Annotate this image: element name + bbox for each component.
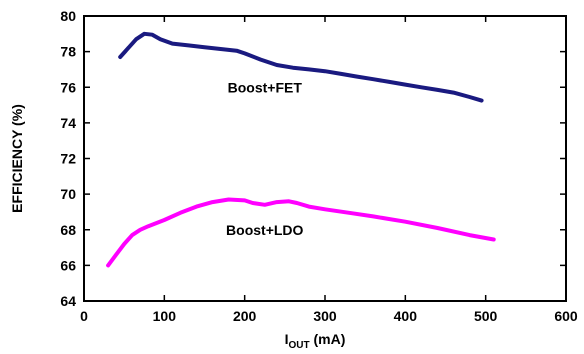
data-point xyxy=(263,204,266,206)
y-tick-label: 64 xyxy=(60,293,76,309)
y-tick-label: 72 xyxy=(60,151,76,167)
data-point xyxy=(131,234,133,236)
data-point xyxy=(179,212,182,214)
y-tick-label: 78 xyxy=(60,44,76,60)
x-tick-label: 300 xyxy=(313,308,337,324)
data-point xyxy=(159,38,162,40)
data-point xyxy=(468,234,471,236)
data-point xyxy=(452,91,455,94)
data-point xyxy=(480,99,483,102)
data-point xyxy=(227,198,230,201)
x-axis-title-main: I xyxy=(285,331,289,347)
x-tick-label: 200 xyxy=(233,308,257,324)
data-point xyxy=(107,264,109,267)
x-tick-label: 600 xyxy=(554,308,578,324)
plot-frame xyxy=(83,15,567,302)
y-tick-label: 68 xyxy=(60,222,76,238)
x-axis-ticks: 0 100 200 300 400 500 600 xyxy=(80,16,578,324)
data-point xyxy=(276,64,278,66)
data-point xyxy=(388,81,391,83)
y-tick-label: 74 xyxy=(60,115,76,131)
x-tick-label: 0 xyxy=(80,308,88,324)
series-label-1: Boost+FET xyxy=(228,79,303,95)
data-point xyxy=(324,208,326,211)
data-point xyxy=(292,66,294,69)
data-point xyxy=(139,228,142,231)
y-tick-label: 66 xyxy=(60,257,76,273)
data-point xyxy=(211,201,214,203)
data-point xyxy=(171,42,174,45)
y-tick-label: 80 xyxy=(60,8,76,24)
data-point xyxy=(288,200,290,203)
x-tick-label: 500 xyxy=(474,308,498,324)
data-point xyxy=(308,205,310,208)
data-point xyxy=(127,47,129,49)
y-axis-title: EFFICIENCY (%) xyxy=(9,104,25,213)
data-point xyxy=(276,201,278,203)
data-point xyxy=(123,243,125,245)
data-point xyxy=(195,205,198,208)
series-layer: Boost+FET Boost+LDO xyxy=(106,31,496,268)
data-point xyxy=(420,86,423,89)
data-point xyxy=(187,44,190,47)
x-tick-label: 100 xyxy=(153,308,177,324)
data-point xyxy=(340,73,342,75)
data-point xyxy=(147,225,150,227)
data-point xyxy=(324,70,326,73)
data-point xyxy=(308,68,310,71)
data-point xyxy=(243,52,246,55)
data-point xyxy=(372,78,375,81)
data-point xyxy=(492,238,495,241)
data-point xyxy=(163,219,166,221)
data-point xyxy=(143,33,146,35)
data-point xyxy=(135,38,138,40)
data-point xyxy=(235,49,238,52)
data-point xyxy=(115,253,117,256)
data-point xyxy=(203,46,206,48)
data-point xyxy=(356,75,358,78)
x-axis-title-unit: (mA) xyxy=(310,331,346,347)
data-point xyxy=(251,202,254,204)
data-point xyxy=(151,33,154,36)
data-point xyxy=(436,227,439,229)
x-tick-label: 400 xyxy=(394,308,418,324)
x-axis-title: IOUT (mA) xyxy=(285,331,346,351)
series-label-bg xyxy=(223,77,306,98)
y-tick-label: 70 xyxy=(60,186,76,202)
data-point xyxy=(404,220,407,223)
data-point xyxy=(372,215,375,218)
data-point xyxy=(119,56,121,58)
series-label-bg xyxy=(222,219,308,240)
data-point xyxy=(219,48,222,50)
y-axis-ticks: 64 66 68 70 72 74 76 78 80 xyxy=(60,8,566,309)
y-tick-label: 76 xyxy=(60,79,76,95)
data-point xyxy=(436,89,439,91)
data-point xyxy=(259,58,262,61)
data-point xyxy=(348,212,350,214)
data-point xyxy=(296,202,298,204)
data-point xyxy=(243,199,246,202)
data-point xyxy=(468,96,471,98)
data-point xyxy=(404,83,407,86)
series-label-2: Boost+LDO xyxy=(226,222,304,238)
x-axis-title-sub: OUT xyxy=(289,340,310,351)
